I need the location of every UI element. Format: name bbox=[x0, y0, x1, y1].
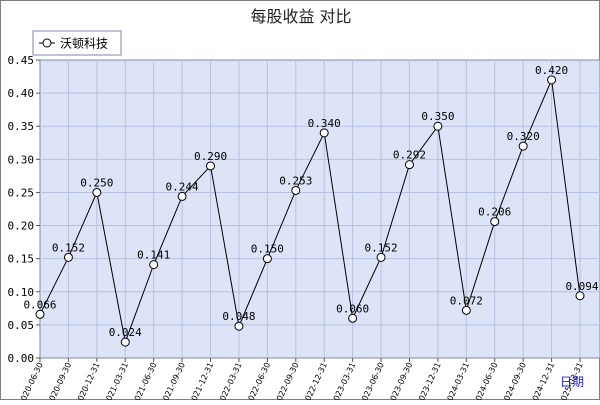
data-label: 0.206 bbox=[478, 206, 511, 219]
y-tick-label: 0.00 bbox=[8, 352, 35, 365]
data-label: 0.253 bbox=[279, 174, 312, 187]
data-label: 0.244 bbox=[166, 180, 199, 193]
data-label: 0.060 bbox=[336, 302, 369, 315]
data-point-marker bbox=[575, 291, 585, 301]
data-label: 0.320 bbox=[507, 130, 540, 143]
data-label: 0.420 bbox=[535, 64, 568, 77]
y-tick-label: 0.40 bbox=[8, 87, 35, 100]
data-point-marker bbox=[149, 260, 159, 270]
data-point-marker bbox=[376, 252, 386, 262]
x-axis-label: 日期 bbox=[560, 375, 584, 389]
data-point-marker bbox=[177, 191, 187, 201]
data-label: 0.152 bbox=[52, 241, 85, 254]
y-tick-label: 0.20 bbox=[8, 220, 35, 233]
data-point-marker bbox=[234, 321, 244, 331]
y-tick-label: 0.15 bbox=[8, 253, 35, 266]
data-label: 0.292 bbox=[393, 149, 426, 162]
data-label: 0.152 bbox=[364, 241, 397, 254]
data-point-marker bbox=[35, 309, 45, 319]
data-label: 0.150 bbox=[251, 243, 284, 256]
data-point-marker bbox=[92, 187, 102, 197]
grid-layer bbox=[40, 60, 600, 358]
data-point-marker bbox=[461, 305, 471, 315]
data-label: 0.350 bbox=[421, 110, 454, 123]
data-point-marker bbox=[348, 313, 358, 323]
legend-marker-icon bbox=[42, 38, 52, 48]
data-point-marker bbox=[319, 128, 329, 138]
data-label: 0.340 bbox=[308, 117, 341, 130]
data-point-marker bbox=[206, 161, 216, 171]
y-tick-label: 0.25 bbox=[8, 186, 35, 199]
data-point-marker bbox=[433, 121, 443, 131]
y-tick-label: 0.30 bbox=[8, 153, 35, 166]
y-tick-label: 0.10 bbox=[8, 286, 35, 299]
data-label: 0.290 bbox=[194, 150, 227, 163]
data-label: 0.094 bbox=[565, 280, 598, 293]
series-layer: 0.066 0.152 0.250 0.024 0.141 0.244 0.290 0.048… bbox=[23, 64, 599, 347]
series-line bbox=[39, 77, 581, 344]
data-label: 0.250 bbox=[80, 176, 113, 189]
data-point-marker bbox=[291, 185, 301, 195]
data-point-marker bbox=[120, 337, 130, 347]
data-label: 0.048 bbox=[222, 310, 255, 323]
data-label: 0.072 bbox=[450, 294, 483, 307]
data-point-marker bbox=[490, 217, 500, 227]
y-tick-label: 0.05 bbox=[8, 319, 35, 332]
data-label: 0.066 bbox=[23, 298, 56, 311]
data-label: 0.141 bbox=[137, 249, 170, 262]
y-tick-label: 0.35 bbox=[8, 120, 35, 133]
y-tick-label: 0.45 bbox=[8, 54, 35, 67]
data-point-marker bbox=[262, 254, 272, 264]
legend-label: 沃顿科技 bbox=[60, 37, 108, 51]
plot-area bbox=[39, 59, 600, 359]
data-point-marker bbox=[404, 160, 414, 170]
chart-title: 每股收益 对比 bbox=[250, 7, 351, 26]
legend: 沃顿科技 bbox=[32, 30, 122, 56]
data-label: 0.024 bbox=[109, 326, 142, 339]
y-axis-ticks: 0.00 0.05 0.10 0.15 0.20 0.25 0.30 0.35 0.40 0.45 bbox=[8, 54, 40, 365]
data-point-marker bbox=[518, 141, 528, 151]
data-point-marker bbox=[63, 252, 73, 262]
data-point-marker bbox=[547, 75, 557, 85]
